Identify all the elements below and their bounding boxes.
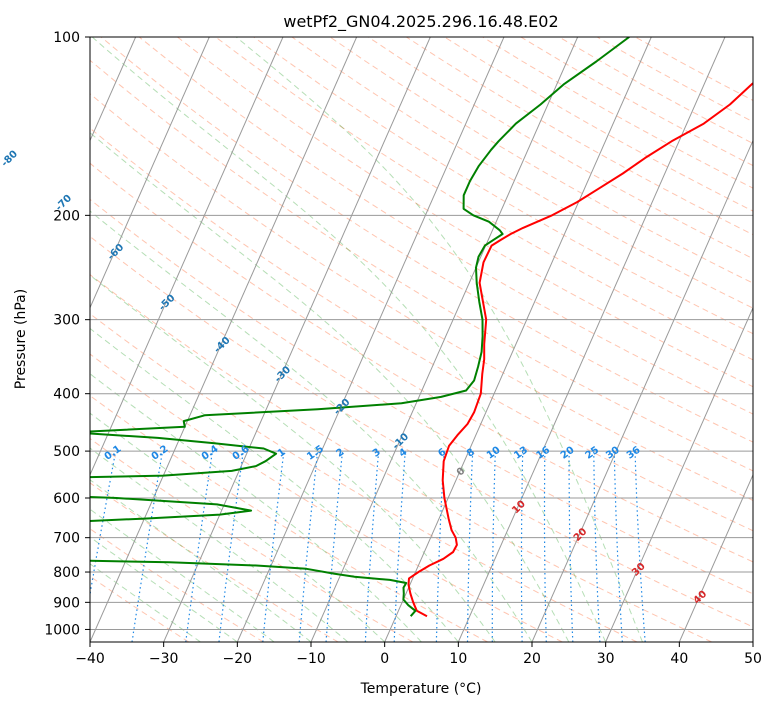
dry-adiabat-line [90,274,712,642]
y-tick-label: 1000 [44,622,80,638]
mixing-ratio-line [593,451,601,642]
moist-adiabat-line [90,536,238,642]
mixing-ratio-line [466,451,474,642]
dry-adiabat-line [90,59,753,472]
dry-adiabat-line [100,37,753,443]
isotherm-line [310,37,579,642]
moist-adiabat-line [90,274,496,642]
moist-adiabat-line [235,37,643,642]
plot-frame [89,36,754,643]
x-tick-label: 30 [597,651,615,667]
mixing-ratio-line [262,451,285,642]
y-tick-label: 400 [53,387,80,403]
x-tick-label: 10 [449,651,467,667]
x-axis-ticks: −40 −30 −20 −10 0 10 20 30 40 50 [75,642,762,667]
y-tick-label: 700 [53,531,80,547]
dry-adiabat-line [90,235,753,628]
isotherm-line [90,37,210,309]
isotherm-line [90,37,358,642]
mixing-ratio-line [90,450,117,598]
mixing-ratio-line [131,451,164,642]
data-lines [90,37,753,618]
isotherm-line [605,306,753,642]
mixing-ratio-line [491,451,496,642]
mixing-ratio-line [435,451,445,642]
moist-adiabat-line [90,132,570,642]
dry-adiabat-line [90,162,753,563]
dry-adiabat-line [90,93,753,501]
mixing-ratio-line [364,451,380,642]
y-tick-label: 300 [53,313,80,329]
chart-title: wetPf2_GN04.2025.296.16.48.E02 [283,12,558,32]
mixing-ratio-line [325,451,344,642]
dry-adiabat-line [90,353,563,642]
moist-adiabat-line [90,563,201,642]
x-tick-label: 50 [744,651,762,667]
dewpoint-trace [90,37,630,617]
x-tick-label: 40 [670,651,688,667]
dry-adiabat-line [329,37,753,284]
x-tick-label: −10 [296,651,326,667]
mixing-ratio-line [613,451,623,642]
temperature-trace [407,81,753,618]
dry-adiabat-line [90,198,753,595]
dry-adiabat-line [90,313,638,642]
isotherm-line [236,37,505,642]
isotherm-line [163,37,431,642]
isotherm-line [457,37,726,642]
y-tick-label: 600 [53,491,80,507]
mixing-ratio-line [218,451,244,642]
mixing-ratio-line [298,451,319,642]
background-lines [90,37,753,642]
dry-adiabat-line [90,127,753,532]
y-tick-label: 900 [53,595,80,611]
mixing-ratio-line [543,451,547,642]
mixing-ratio-line [520,451,524,642]
mixing-ratio-line [634,451,646,642]
y-tick-label: 100 [53,30,80,46]
y-axis-ticks: 100 200 300 400 500 600 700 800 900 1000 [44,30,90,638]
x-axis-label: Temperature (°C) [360,681,482,697]
moist-adiabat-line [90,412,386,642]
dry-adiabat-line [90,482,339,642]
isotherm-line [678,473,753,642]
mixing-ratio-line [393,451,406,642]
y-tick-label: 500 [53,444,80,460]
x-tick-label: −20 [223,651,253,667]
mixing-ratio-line [185,451,214,642]
isotherm-line [531,139,753,642]
x-tick-label: 0 [380,651,389,667]
isotherm-line [90,37,284,477]
isotherm-line [384,37,652,642]
moist-adiabat-line [91,37,607,642]
moist-adiabat-line [90,327,459,642]
y-tick-label: 800 [53,565,80,581]
dry-adiabat-line [215,37,753,361]
x-tick-label: 20 [523,651,541,667]
dry-adiabat-line [177,37,753,388]
moist-adiabat-line [90,479,312,642]
moist-adiabat-line [90,508,275,642]
y-tick-label: 200 [53,208,80,224]
x-tick-label: −30 [149,651,179,667]
x-tick-label: −40 [75,651,105,667]
dry-adiabat-line [90,437,414,642]
isotherm-line [90,37,137,142]
y-axis-label: Pressure (hPa) [13,289,29,389]
moist-adiabat-line [90,210,533,642]
mixing-ratio-line [568,451,574,642]
